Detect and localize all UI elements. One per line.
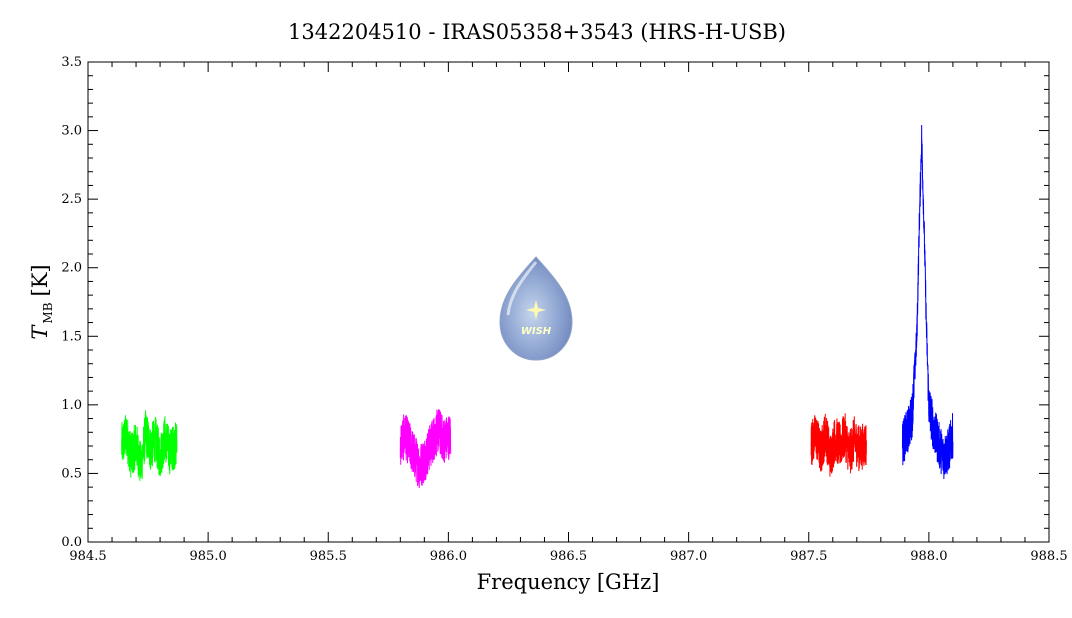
axis-ticks xyxy=(87,61,1050,543)
y-tick-label: 2.0 xyxy=(61,261,82,276)
spectrum-series-1 xyxy=(121,410,178,481)
x-tick-label: 986.5 xyxy=(550,549,587,564)
spectrum-series-2 xyxy=(399,409,452,489)
spectrum-series-4 xyxy=(901,124,954,479)
y-tick-label: 1.0 xyxy=(61,398,82,413)
x-tick-label: 987.0 xyxy=(670,549,707,564)
y-tick-label: 0.5 xyxy=(61,466,82,481)
y-tick-label: 0.0 xyxy=(61,535,82,550)
x-tick-labels: 984.5 985.0 985.5 986.0 986.5 987.0 987.5 988.0… xyxy=(69,549,1067,564)
logo-text: WISH xyxy=(521,326,552,337)
x-tick-label: 986.0 xyxy=(430,549,467,564)
star-icon xyxy=(526,300,546,320)
y-label-unit: [K] xyxy=(28,264,52,296)
y-label-symbol: T xyxy=(28,324,52,340)
x-tick-label: 985.5 xyxy=(310,549,347,564)
x-tick-label: 985.0 xyxy=(190,549,227,564)
y-label-subscript: MB xyxy=(41,302,55,323)
y-tick-labels: 0.0 0.5 1.0 1.5 2.0 2.5 3.0 3.5 xyxy=(61,55,82,550)
y-tick-label: 2.5 xyxy=(61,192,82,207)
x-tick-label: 988.0 xyxy=(910,549,947,564)
x-tick-label: 984.5 xyxy=(69,549,106,564)
y-tick-label: 1.5 xyxy=(61,329,82,344)
y-axis-label: TMB [K] xyxy=(28,264,55,339)
spectrum-series xyxy=(121,124,954,489)
x-tick-label: 987.5 xyxy=(790,549,827,564)
x-axis-label: Frequency [GHz] xyxy=(477,570,660,594)
svg-text:TMB[K]: TMB [K] xyxy=(28,264,55,339)
wish-logo: WISH xyxy=(499,256,573,361)
chart-title: 1342204510 - IRAS05358+3543 (HRS-H-USB) xyxy=(288,20,786,44)
y-tick-label: 3.5 xyxy=(61,55,82,70)
y-tick-label: 3.0 xyxy=(61,124,82,139)
x-tick-label: 988.5 xyxy=(1030,549,1067,564)
spectrum-series-3 xyxy=(810,413,867,477)
